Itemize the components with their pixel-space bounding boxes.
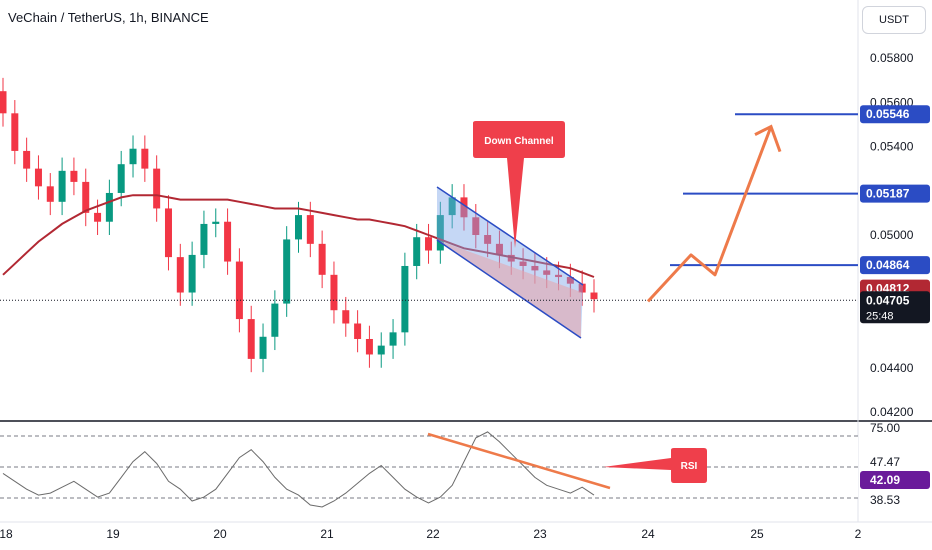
candle-body (224, 221, 232, 262)
candle-body (401, 265, 409, 333)
rsi-value-bg (860, 471, 930, 489)
candle-body (306, 215, 314, 244)
candle-body (354, 323, 362, 339)
y-tick-label: 0.05400 (870, 140, 914, 154)
candle-body (377, 345, 385, 355)
candle-body (425, 237, 433, 251)
candle-body (141, 148, 149, 169)
rsi-trend-line (427, 432, 611, 490)
y-tick-label: 0.05800 (870, 51, 914, 65)
level-label-1: 0.05546 (866, 107, 910, 121)
candle-body (176, 257, 184, 293)
candle-body (164, 208, 172, 258)
candle-body (543, 270, 551, 275)
y-tick-label: 0.04200 (870, 405, 914, 419)
x-tick-label: 20 (213, 527, 227, 541)
candle-body (342, 310, 350, 324)
rsi-ma-value: 47.47 (870, 455, 900, 469)
candle-body (507, 254, 515, 262)
candle-body (413, 237, 421, 266)
candle-body (283, 239, 291, 304)
candle-body (531, 265, 539, 271)
last-price-label: 0.04705 (866, 293, 910, 307)
candle-body (389, 332, 397, 346)
level-label-3-bg (860, 256, 930, 275)
down-channel-label: Down Channel (484, 136, 554, 147)
rsi-line (2, 431, 595, 508)
x-tick-label: 22 (426, 527, 440, 541)
level-label-3: 0.04864 (866, 258, 910, 272)
candle-body (11, 113, 19, 151)
chart-title: VeChain / TetherUS, 1h, BINANCE (8, 10, 209, 25)
level-label-2: 0.05187 (866, 187, 910, 201)
x-tick-label: 19 (106, 527, 120, 541)
rsi-value-label: 42.09 (870, 473, 900, 487)
candle-body (555, 274, 563, 278)
down-channel-callout (473, 121, 565, 248)
candle-body (46, 186, 54, 202)
candle-body (0, 91, 7, 114)
candle-body (188, 254, 196, 293)
rsi-tick-lower: 38.53 (870, 493, 900, 507)
x-tick-label: 18 (0, 527, 13, 541)
candle-body (519, 261, 527, 266)
candle-body (566, 277, 574, 284)
candle-body (295, 215, 302, 240)
candle-body (129, 148, 137, 165)
countdown-label: 25:48 (866, 310, 894, 322)
rsi-callout-label: RSI (681, 461, 698, 472)
moving-average-line (2, 194, 595, 278)
candle-body (578, 283, 586, 293)
candle-body (235, 261, 243, 320)
x-tick-label: 23 (533, 527, 547, 541)
channel-top-line (436, 186, 584, 286)
candle-body (70, 170, 78, 182)
candle-body (94, 212, 102, 222)
y-tick-label: 0.04400 (870, 361, 914, 375)
level-label-1-bg (860, 105, 930, 124)
x-tick-label: 2 (855, 527, 862, 541)
candle-body (105, 192, 113, 222)
currency-button[interactable]: USDT (862, 6, 926, 34)
candle-body (472, 217, 480, 235)
candle-body (117, 164, 125, 193)
candle-body (259, 336, 267, 359)
candle-body (484, 235, 492, 244)
projection-path (646, 126, 773, 303)
candle-body (365, 338, 373, 355)
rsi-callout (603, 448, 707, 483)
candle-body (460, 197, 468, 218)
candle-body (200, 223, 208, 255)
x-tick-label: 21 (320, 527, 334, 541)
x-tick-label: 25 (750, 527, 764, 541)
candle-body (590, 292, 598, 300)
level-label-2-bg (860, 184, 930, 203)
candle-body (82, 181, 90, 213)
candle-body (58, 170, 66, 202)
candle-body (212, 221, 220, 224)
candle-body (436, 215, 444, 251)
candle-body (153, 168, 161, 209)
candle-body (23, 150, 31, 169)
candle-body (448, 197, 456, 216)
y-tick-label: 0.05000 (870, 228, 914, 242)
rsi-tick-upper: 75.00 (870, 421, 900, 435)
last-price-bg (860, 291, 930, 324)
candle-body (247, 319, 255, 359)
candle-body (495, 243, 503, 255)
candle-body (271, 303, 279, 337)
candle-body (34, 168, 42, 187)
candle-body (318, 243, 326, 275)
candle-body (330, 274, 338, 311)
projection-arrowhead (754, 124, 782, 153)
x-tick-label: 24 (641, 527, 655, 541)
channel-bottom-line (436, 239, 582, 339)
